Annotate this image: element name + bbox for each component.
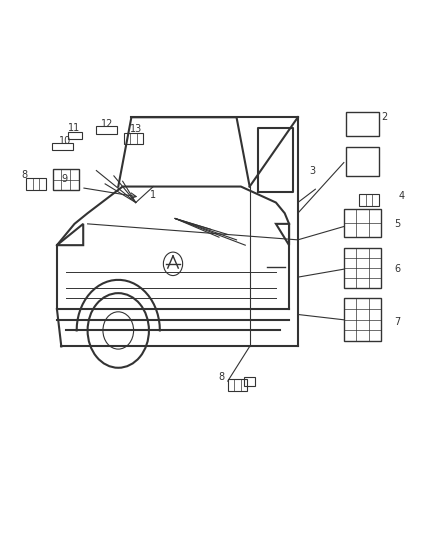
Bar: [344, 248, 381, 288]
Text: 12: 12: [101, 119, 113, 128]
Bar: [346, 112, 379, 136]
Text: 4: 4: [399, 191, 405, 201]
Text: 9: 9: [62, 174, 68, 183]
Bar: [228, 379, 247, 391]
Text: 8: 8: [218, 372, 224, 382]
Bar: [68, 132, 82, 139]
Text: 6: 6: [394, 264, 400, 274]
Bar: [344, 209, 381, 237]
Bar: [96, 126, 117, 134]
Text: 5: 5: [394, 219, 400, 229]
Text: 8: 8: [21, 170, 27, 180]
Bar: [244, 377, 255, 386]
Bar: [344, 298, 381, 341]
Bar: [53, 169, 79, 190]
Text: 2: 2: [381, 112, 387, 122]
Text: 10: 10: [59, 136, 71, 146]
Bar: [52, 143, 73, 150]
Bar: [359, 194, 379, 206]
Bar: [346, 147, 379, 176]
Text: 1: 1: [150, 190, 156, 199]
Text: 3: 3: [309, 166, 315, 175]
Text: 7: 7: [394, 318, 400, 327]
Text: 13: 13: [130, 124, 142, 134]
Bar: [124, 133, 143, 144]
Text: 11: 11: [68, 123, 81, 133]
Bar: [26, 178, 46, 190]
